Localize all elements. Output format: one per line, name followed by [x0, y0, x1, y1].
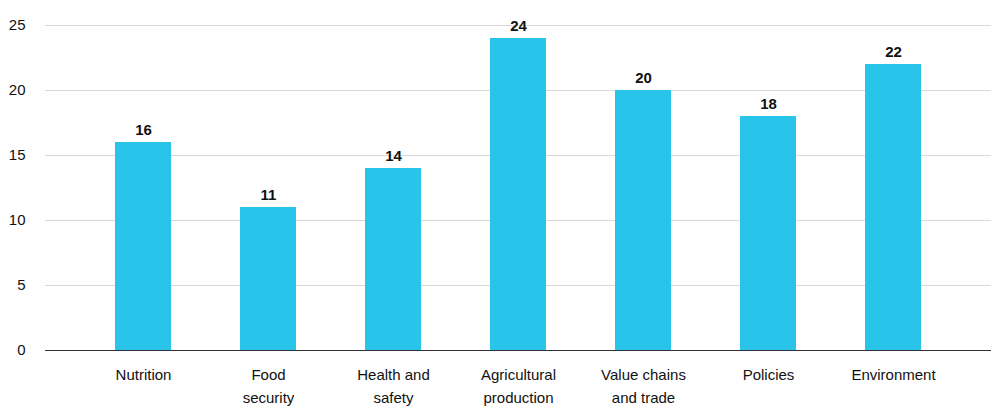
svg-text:0: 0 [17, 341, 25, 358]
svg-text:20: 20 [9, 81, 26, 98]
svg-text:25: 25 [9, 16, 26, 33]
svg-text:10: 10 [9, 211, 26, 228]
svg-text:Nutrition: Nutrition [116, 366, 172, 383]
svg-text:22: 22 [885, 43, 902, 60]
svg-text:Policies: Policies [743, 366, 795, 383]
svg-text:24: 24 [510, 17, 527, 34]
svg-text:18: 18 [760, 95, 777, 112]
svg-text:Health andsafety: Health andsafety [357, 366, 430, 406]
svg-text:16: 16 [135, 121, 152, 138]
svg-text:Value chainsand trade: Value chainsand trade [601, 366, 686, 406]
svg-text:11: 11 [261, 186, 277, 203]
svg-text:Agriculturalproduction: Agriculturalproduction [481, 366, 556, 406]
svg-text:Environment: Environment [851, 366, 936, 383]
svg-text:Foodsecurity: Foodsecurity [243, 366, 295, 406]
svg-text:14: 14 [385, 147, 402, 164]
svg-text:20: 20 [635, 69, 652, 86]
svg-text:15: 15 [9, 146, 26, 163]
svg-text:5: 5 [17, 276, 25, 293]
